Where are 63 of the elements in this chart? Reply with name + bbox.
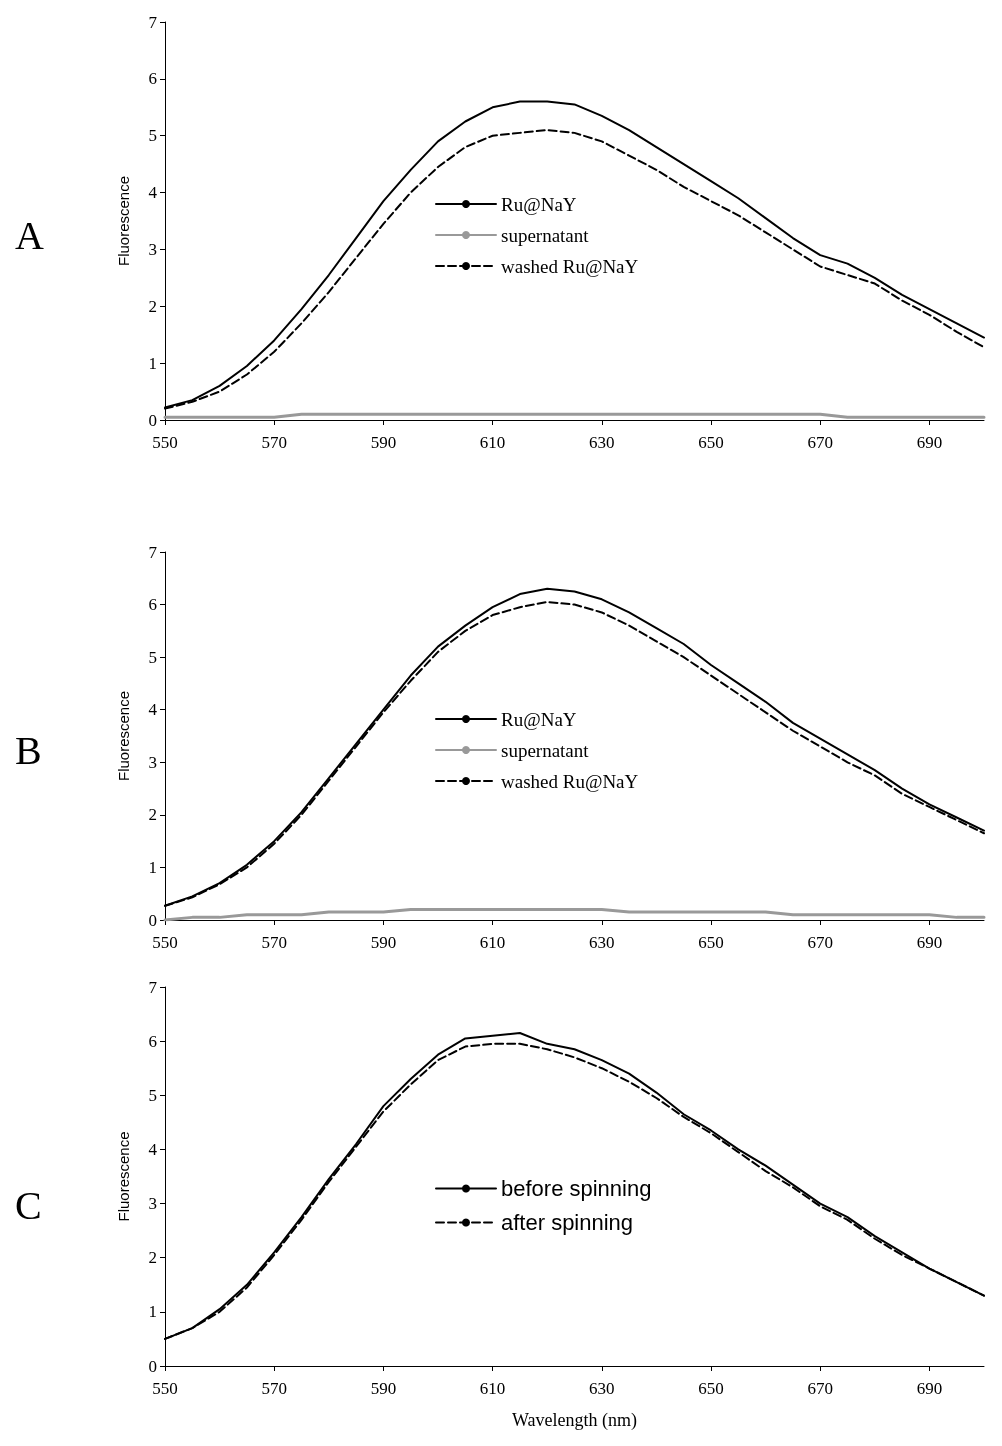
x-tick-label: 690 [916,933,943,952]
x-tick-label: 550 [152,433,178,452]
y-axis-title: Fluorescence [115,175,132,267]
y-tick-label: 6 [148,595,157,615]
y-tick-label: 0 [148,410,157,430]
y-tick-label: 5 [148,126,157,146]
x-tick-label: 570 [261,433,287,452]
y-tick-label: 0 [148,910,157,930]
x-tick-label: 630 [589,433,615,452]
legend-label: washed Ru@NaY [501,770,639,792]
x-tick-label: 690 [916,433,943,452]
y-tick-label: 7 [148,12,158,32]
x-tick-label: 590 [370,433,397,452]
legend-label: Ru@NaY [501,708,577,730]
legend-label: Ru@NaY [501,193,577,215]
x-tick-label: 610 [479,433,506,452]
x-tick-label: 550 [152,933,178,952]
x-tick-label: 670 [807,1379,833,1398]
y-tick-label: 2 [148,296,157,316]
y-tick-label: 6 [148,69,157,89]
x-tick-label: 590 [370,1379,397,1398]
text: B [15,727,42,773]
y-tick-label: 3 [148,752,157,772]
text: C [15,1183,42,1228]
x-tick-label: 610 [479,933,506,952]
y-tick-label: 1 [148,353,157,373]
y-tick-label: 3 [148,239,157,259]
y-tick-label: 7 [148,542,158,562]
y-tick-label: 0 [148,1356,157,1376]
y-tick-label: 2 [148,1248,157,1268]
x-tick-label: 630 [589,1379,615,1398]
x-tick-label: 650 [698,933,724,952]
y-tick-label: 6 [148,1031,157,1051]
legend-label: supernatant [501,739,590,761]
y-axis-title: Fluorescence [115,690,132,782]
legend-label: washed Ru@NaY [501,255,639,277]
x-tick-label: 590 [370,933,397,952]
y-tick-label: 5 [148,1085,157,1105]
y-axis-title: Fluorescence [115,1131,132,1222]
y-tick-label: 4 [148,183,158,203]
x-tick-label: 550 [152,1379,178,1398]
y-tick-label: 7 [148,977,158,997]
x-tick-label: 670 [807,433,833,452]
legend-label: after spinning [501,1210,634,1235]
x-tick-label: 570 [261,933,287,952]
y-tick-label: 4 [148,700,158,720]
x-tick-label: 630 [589,933,615,952]
x-axis-title: Wavelength (nm) [511,1410,638,1431]
x-tick-label: 610 [479,1379,506,1398]
legend-label: before spinning [501,1176,652,1201]
x-tick-label: 670 [807,933,833,952]
x-tick-label: 690 [916,1379,943,1398]
y-tick-label: 1 [148,1302,157,1322]
y-tick-label: 4 [148,1139,158,1159]
legend-label: supernatant [501,224,590,246]
x-tick-label: 650 [698,433,724,452]
y-tick-label: 1 [148,857,157,877]
x-tick-label: 650 [698,1379,724,1398]
y-tick-label: 5 [148,647,157,667]
text: A [15,212,44,258]
y-tick-label: 3 [148,1194,157,1214]
y-tick-label: 2 [148,805,157,825]
x-tick-label: 570 [261,1379,287,1398]
